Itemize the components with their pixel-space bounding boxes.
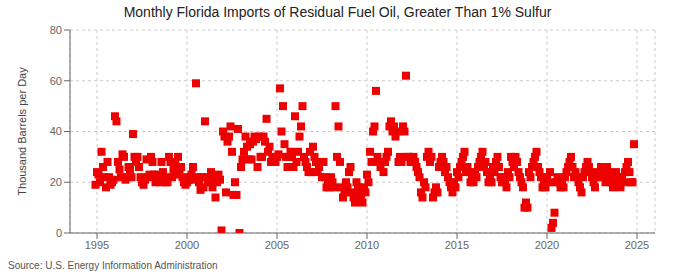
svg-text:2005: 2005: [265, 239, 289, 251]
svg-text:80: 80: [50, 24, 62, 36]
svg-text:2025: 2025: [625, 239, 649, 251]
svg-text:2020: 2020: [535, 239, 559, 251]
svg-text:40: 40: [50, 125, 62, 137]
html-text:Source: U.S. Energy Informatio: Source: U.S. Energy Information Administ…: [8, 260, 218, 271]
svg-text:1995: 1995: [85, 239, 109, 251]
svg-text:2015: 2015: [445, 239, 469, 251]
svg-text:60: 60: [50, 75, 62, 87]
svg-text:20: 20: [50, 176, 62, 188]
svg-text:2000: 2000: [175, 239, 199, 251]
svg-text:0: 0: [56, 227, 62, 239]
html-text:Monthly Florida Imports of Res: Monthly Florida Imports of Residual Fuel…: [123, 4, 552, 20]
svg-text:2010: 2010: [355, 239, 379, 251]
svg-text:Thousand Barrels per Day: Thousand Barrels per Day: [16, 67, 28, 196]
